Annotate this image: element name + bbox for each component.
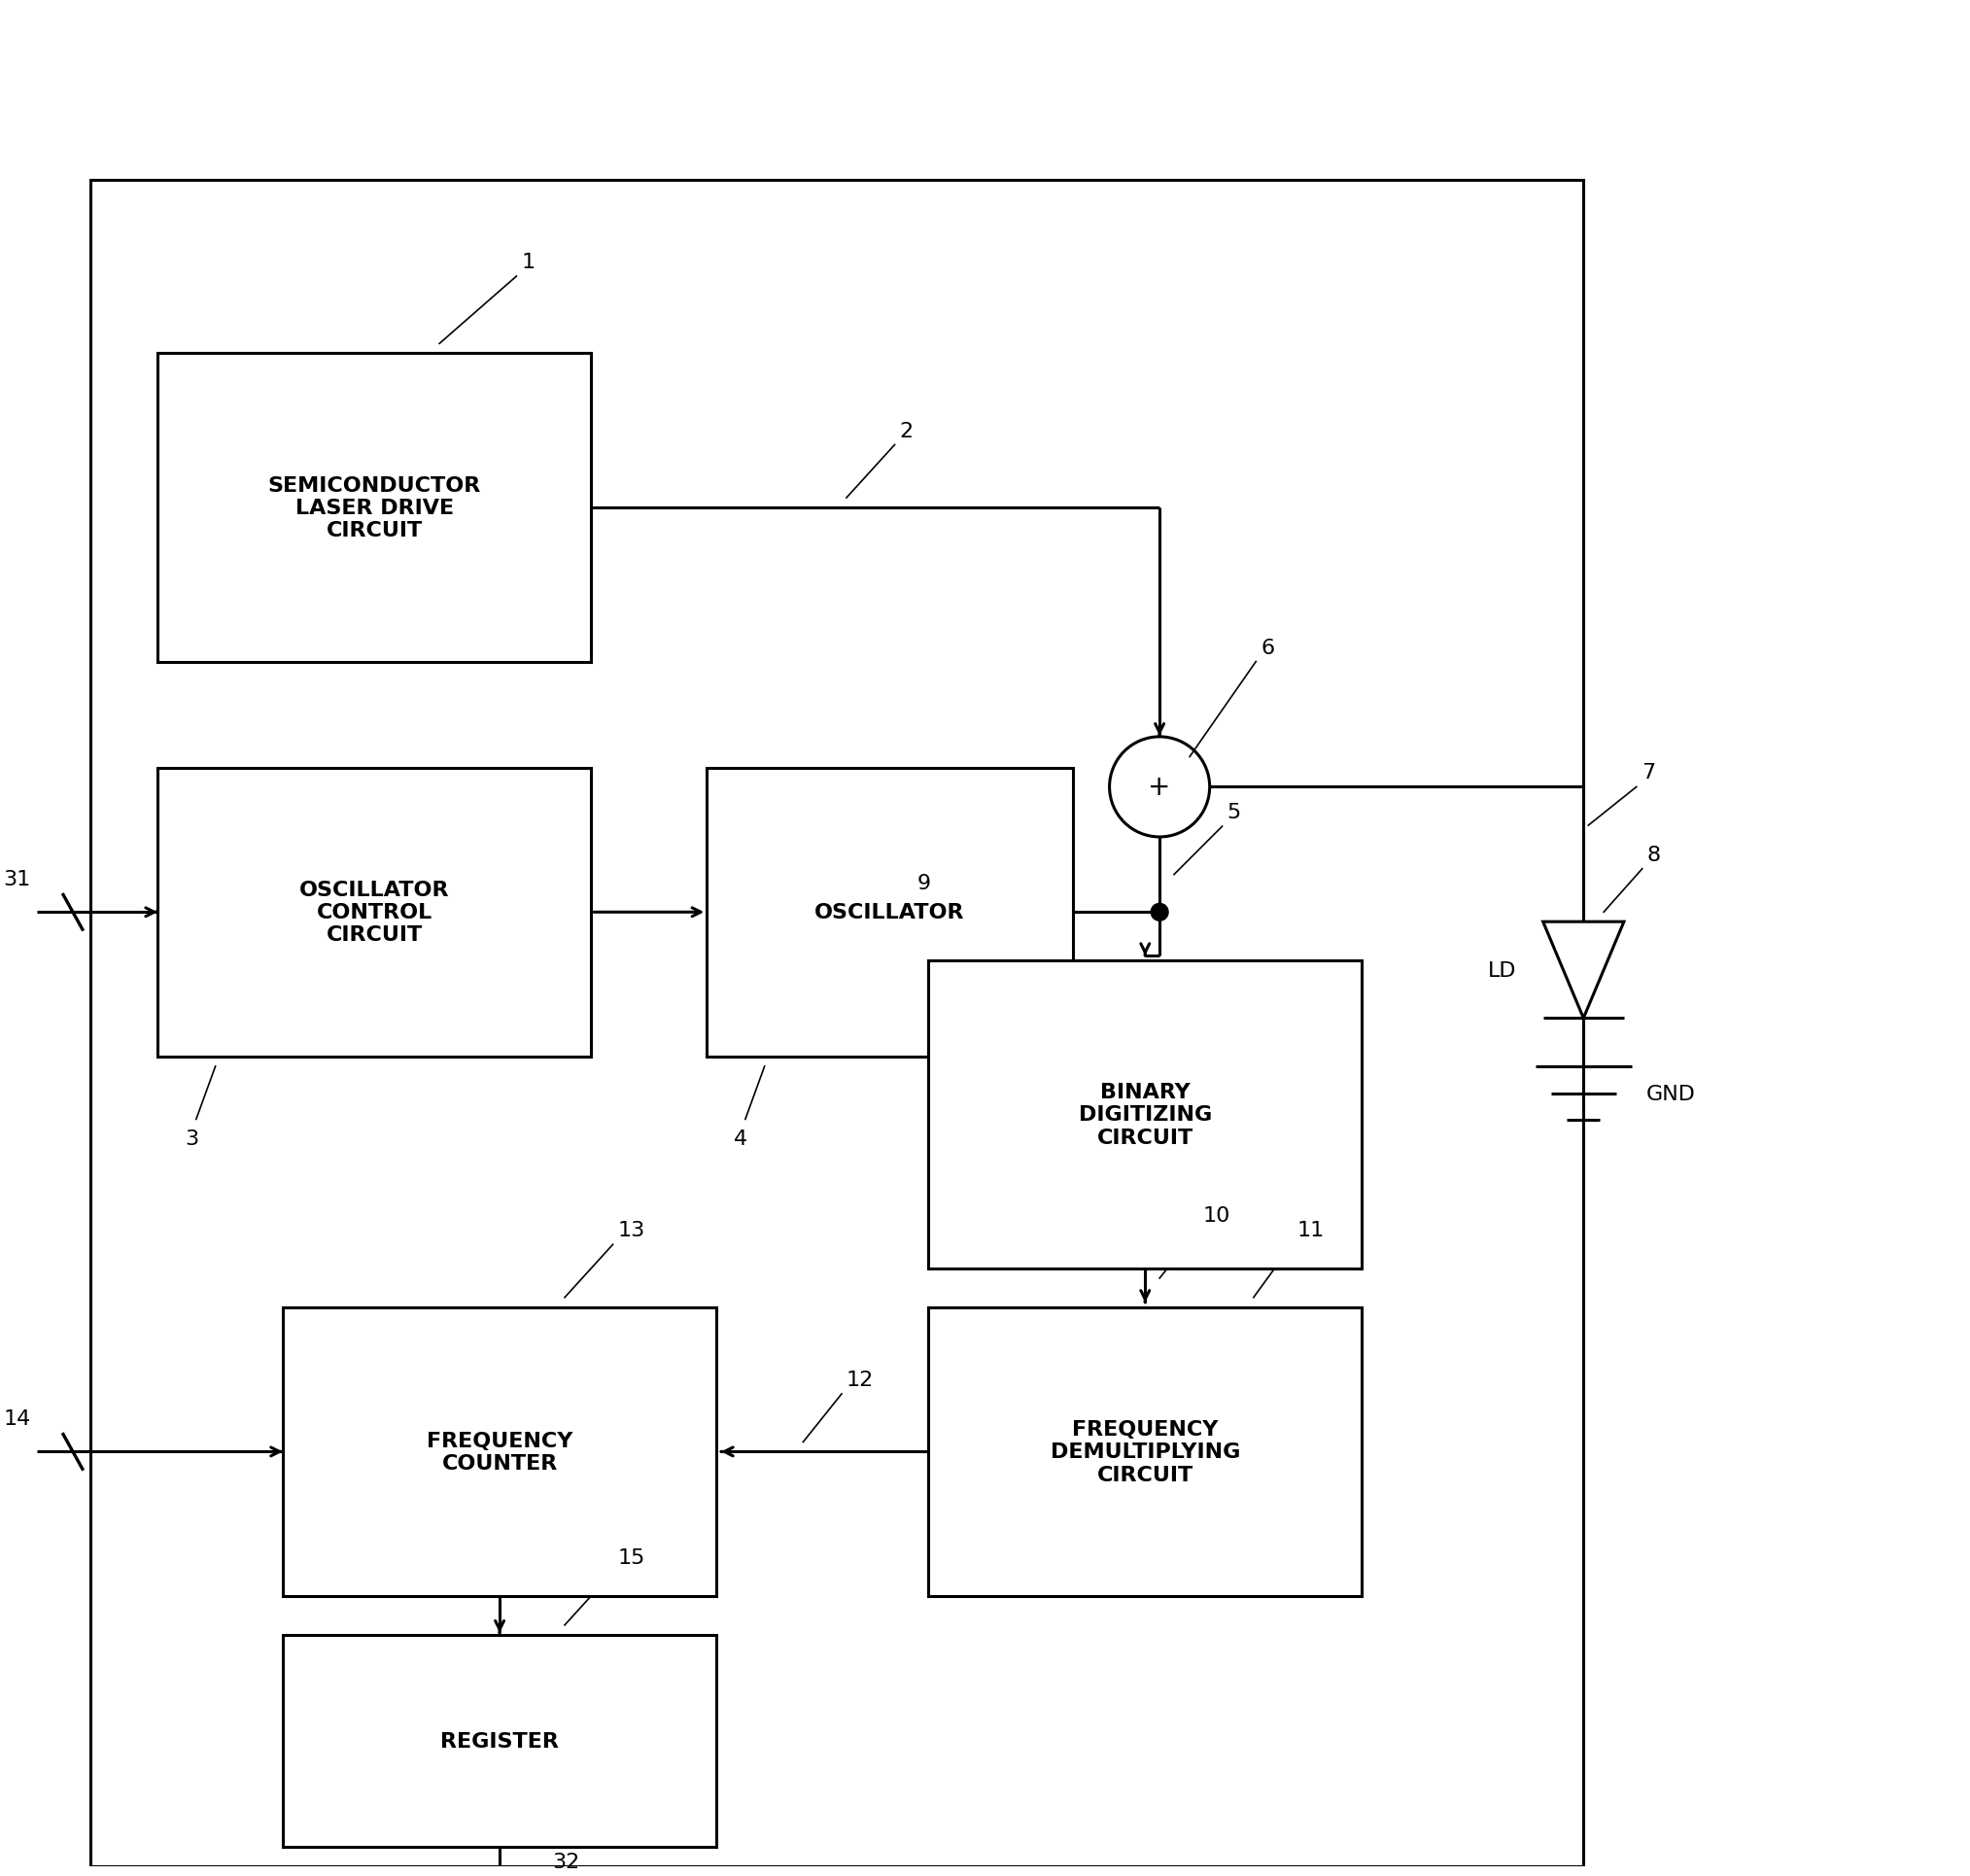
Circle shape [1109,737,1210,837]
Text: 32: 32 [554,1852,579,1870]
Bar [928,961,1361,1268]
Text: LD: LD [1487,961,1517,979]
Text: 5: 5 [1227,803,1241,822]
Bar [707,767,1074,1056]
Text: 11: 11 [1296,1221,1324,1240]
Text: 2: 2 [900,422,914,441]
Text: 7: 7 [1641,764,1655,782]
Text: 13: 13 [619,1221,644,1240]
Text: REGISTER: REGISTER [441,1732,559,1750]
Text: 8: 8 [1647,844,1661,865]
Bar [928,1308,1361,1596]
Text: 12: 12 [847,1369,875,1390]
Text: 3: 3 [185,1129,199,1148]
Text: 10: 10 [1204,1206,1231,1225]
Text: 15: 15 [619,1548,646,1568]
Bar [284,1308,717,1596]
Text: 9: 9 [916,874,930,893]
Text: FREQUENCY
DEMULTIPLYING
CIRCUIT: FREQUENCY DEMULTIPLYING CIRCUIT [1050,1420,1239,1484]
Text: 14: 14 [4,1409,30,1428]
Text: +: + [1149,773,1170,801]
Text: FREQUENCY
COUNTER: FREQUENCY COUNTER [427,1431,573,1473]
Text: 6: 6 [1261,638,1275,657]
Bar [284,1634,717,1846]
Polygon shape [1543,923,1623,1019]
Text: OSCILLATOR: OSCILLATOR [816,902,965,923]
Text: SEMICONDUCTOR
LASER DRIVE
CIRCUIT: SEMICONDUCTOR LASER DRIVE CIRCUIT [268,477,481,540]
Text: BINARY
DIGITIZING
CIRCUIT: BINARY DIGITIZING CIRCUIT [1078,1082,1212,1146]
Bar [158,355,591,662]
Text: 1: 1 [522,253,536,272]
Text: 31: 31 [4,869,30,889]
Text: GND: GND [1647,1084,1696,1103]
Text: OSCILLATOR
CONTROL
CIRCUIT: OSCILLATOR CONTROL CIRCUIT [299,880,449,946]
Text: 4: 4 [733,1129,747,1148]
Bar [158,767,591,1056]
Circle shape [1150,904,1168,921]
Bar [91,180,1584,1867]
